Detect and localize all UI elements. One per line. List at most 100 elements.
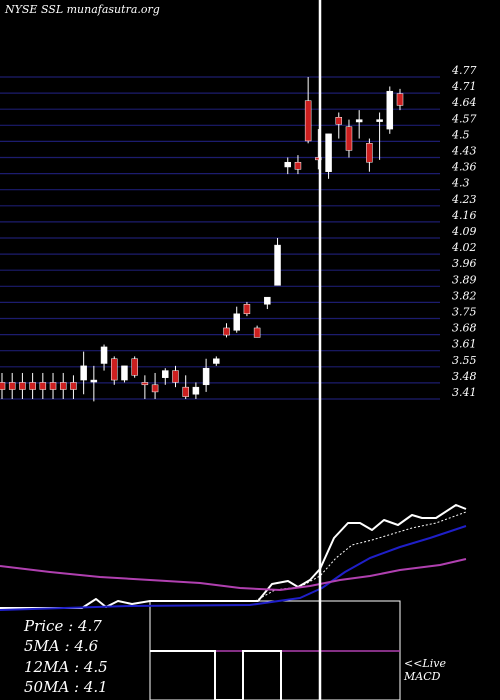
candle <box>59 372 67 399</box>
candle-body <box>29 382 36 390</box>
candle-body <box>162 370 169 378</box>
candle-body <box>376 119 383 122</box>
stat-5ma: 5MA : 4.6 <box>24 637 99 655</box>
candle <box>396 88 404 111</box>
price-tick-label: 3.68 <box>452 322 477 335</box>
candle <box>29 372 36 399</box>
stat-value: 4.6 <box>74 637 99 655</box>
candlesticks <box>0 77 404 402</box>
candle-body <box>172 370 179 383</box>
price-tick-label: 3.41 <box>452 386 477 399</box>
candle <box>90 365 98 402</box>
indicator-line-3 <box>0 558 467 591</box>
candle-body <box>0 382 6 390</box>
price-tick-label: 4.43 <box>451 145 477 158</box>
stat-value: 4.1 <box>83 678 108 696</box>
candle-body <box>396 93 404 106</box>
macd-line <box>150 650 282 700</box>
candle-body <box>223 327 230 336</box>
price-tick-label: 3.61 <box>452 338 477 351</box>
candle-body <box>274 244 281 286</box>
candle <box>253 325 261 338</box>
indicator-line-0 <box>0 504 467 609</box>
candle-body <box>70 382 77 390</box>
price-tick-label: 3.75 <box>452 306 477 319</box>
price-tick-label: 4.57 <box>451 112 477 125</box>
candle <box>213 356 220 366</box>
candle-body <box>213 358 220 364</box>
price-axis-labels: 4.77 4.71 4.64 4.57 4.5 4.43 4.36 4.3 4.23 4.16 4.… <box>451 64 477 399</box>
stat-12ma: 12MA : 4.5 <box>24 658 108 676</box>
candle-body <box>335 117 343 125</box>
candle <box>202 358 210 392</box>
candle-body <box>253 327 261 338</box>
candle-body <box>366 143 373 163</box>
candle-body <box>202 367 210 386</box>
candle <box>70 375 77 399</box>
candle-body <box>264 296 271 305</box>
candle <box>386 86 394 134</box>
candle <box>294 155 302 175</box>
candle-body <box>49 382 57 390</box>
candle <box>162 368 169 385</box>
stat-value: 4.5 <box>83 658 108 676</box>
stat-label: 12MA <box>24 658 70 676</box>
candle <box>233 306 240 333</box>
candle-body <box>345 126 353 151</box>
candle-body <box>243 304 251 315</box>
candle-body <box>141 382 149 386</box>
candle-body <box>111 358 118 381</box>
candle <box>335 112 343 139</box>
candle <box>100 344 108 371</box>
candle-body <box>90 379 98 383</box>
candle-body <box>80 365 87 381</box>
candle-body <box>325 133 332 172</box>
candle <box>39 372 47 399</box>
price-tick-label: 4.02 <box>451 241 477 254</box>
candle <box>121 365 128 383</box>
candle <box>80 351 87 395</box>
price-tick-label: 4.3 <box>451 177 470 190</box>
stat-price: Price : 4.7 <box>24 617 102 635</box>
price-tick-label: 4.5 <box>451 128 470 141</box>
price-tick-label: 4.64 <box>451 96 477 109</box>
candle <box>49 372 57 399</box>
price-tick-label: 4.71 <box>451 80 477 93</box>
candle <box>376 112 383 160</box>
candle-body <box>121 365 128 381</box>
candle <box>141 375 149 399</box>
candle-body <box>386 90 394 130</box>
candle-body <box>100 346 108 364</box>
candle <box>182 375 189 399</box>
candle <box>223 323 230 338</box>
price-tick-label: 3.89 <box>452 273 477 286</box>
candle <box>345 119 353 158</box>
candle <box>131 356 138 378</box>
candle-body <box>315 157 322 161</box>
candle-body <box>8 382 16 390</box>
candle-body <box>294 161 302 170</box>
candle <box>192 382 200 399</box>
candle <box>304 77 312 144</box>
indicator-line-2 <box>0 525 467 611</box>
candle <box>264 296 271 310</box>
candle-body <box>39 382 47 390</box>
price-grid <box>0 76 440 400</box>
candle-body <box>19 382 26 390</box>
moving-average-lines <box>0 504 467 611</box>
candle-body <box>151 384 159 393</box>
price-tick-label: 4.36 <box>451 161 477 174</box>
price-tick-label: 4.23 <box>451 193 477 206</box>
candle-body <box>284 161 291 168</box>
macd-label: MACD <box>404 670 441 683</box>
candle <box>355 110 363 139</box>
candle <box>284 157 291 175</box>
price-tick-label: 3.48 <box>452 370 477 383</box>
price-tick-label: 4.77 <box>451 64 477 77</box>
candle <box>0 372 6 399</box>
candle-body <box>233 313 240 331</box>
site-title: NYSE SSL munafasutra.org <box>5 3 160 16</box>
price-tick-label: 4.16 <box>451 209 477 222</box>
stat-50ma: 50MA : 4.1 <box>24 678 108 696</box>
